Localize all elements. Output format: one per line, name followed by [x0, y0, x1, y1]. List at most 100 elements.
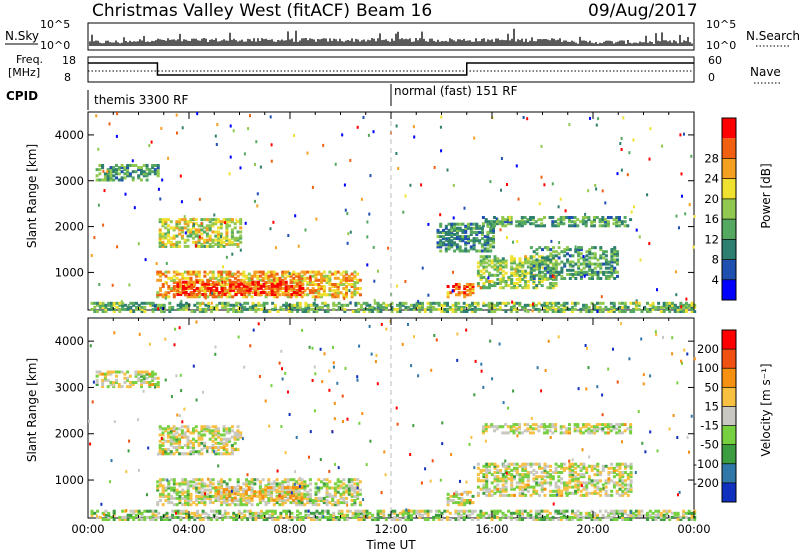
velocity-panel-cell [619, 463, 622, 466]
power-panel-cell [178, 218, 181, 221]
power-panel-cell [212, 231, 215, 234]
velocity-panel-cell [342, 491, 345, 494]
power-panel-cell [652, 302, 655, 305]
velocity-panel-cell [198, 482, 201, 485]
power-panel-cell [292, 277, 295, 280]
power-panel-cell [524, 220, 527, 223]
velocity-panel-cell [253, 482, 256, 485]
power-panel-cell [342, 283, 345, 286]
power-panel-cell [382, 306, 385, 309]
velocity-panel-cell [591, 479, 594, 482]
velocity-panel-cell [228, 438, 231, 441]
power-panel-scatter [676, 215, 678, 218]
power-panel-cell [450, 239, 453, 242]
power-panel-scatter [216, 123, 218, 126]
velocity-panel-cell [217, 490, 220, 493]
power-panel-cell [466, 304, 469, 307]
power-panel-cell [560, 250, 563, 253]
velocity-panel-cell [599, 471, 602, 474]
power-panel-cell [221, 302, 224, 305]
power-panel-cell [604, 306, 607, 309]
power-panel-cell [196, 306, 199, 309]
velocity-panel-cell [368, 512, 371, 515]
velocity-panel-cell [494, 463, 497, 466]
velocity-panel-cell [93, 512, 96, 515]
power-panel-cell [555, 271, 558, 274]
velocity-panel-cell [206, 489, 209, 492]
power-panel-scatter [93, 236, 95, 239]
velocity-panel-cell [159, 434, 162, 437]
velocity-panel-cell [438, 510, 441, 513]
power-panel-scatter [91, 254, 93, 257]
power-panel-cell [239, 235, 242, 238]
power-panel-cell [237, 275, 240, 278]
velocity-panel-cell [199, 514, 202, 517]
power-panel-cell [580, 263, 583, 266]
power-panel-cell [393, 308, 396, 311]
velocity-panel-cell [206, 493, 209, 496]
velocity-panel-cell [143, 371, 146, 374]
velocity-panel-cell [123, 373, 126, 376]
velocity-panel-cell [488, 469, 491, 472]
velocity-panel-cell [538, 518, 541, 521]
velocity-panel-cell [135, 510, 138, 513]
velocity-panel-cell [477, 514, 480, 517]
velocity-panel-cell [505, 475, 508, 478]
power-panel-cell [116, 306, 119, 309]
velocity-panel-cell [290, 478, 293, 481]
velocity-panel-cell [366, 510, 369, 513]
velocity-panel-cell [295, 490, 298, 493]
velocity-panel-cell [135, 514, 138, 517]
power-panel-cell [307, 310, 310, 313]
velocity-panel-cell [353, 482, 356, 485]
power-panel-cell [558, 271, 561, 274]
velocity-panel-cell [607, 471, 610, 474]
power-panel-cell [110, 302, 113, 305]
velocity-panel-cell [200, 442, 203, 445]
velocity-panel-cell [317, 478, 320, 481]
power-panel-cell [585, 250, 588, 253]
power-panel-cell [354, 310, 357, 313]
power-panel-cell [566, 273, 569, 276]
power-panel-cell [482, 302, 485, 305]
velocity-panel-cell [321, 510, 324, 513]
power-panel-scatter [596, 124, 598, 127]
power-panel-cell [164, 218, 167, 221]
power-panel-cell [438, 302, 441, 305]
power-panel-cell [240, 293, 243, 296]
velocity-panel-cell [273, 486, 276, 489]
velocity-panel-cell [677, 512, 680, 515]
velocity-panel-cell [157, 381, 160, 384]
power-panel-cell [488, 272, 491, 275]
velocity-panel-cell [594, 490, 597, 493]
velocity-panel-cell [326, 499, 329, 502]
power-panel-cell [332, 308, 335, 311]
power-panel-cell [442, 235, 445, 238]
velocity-panel-cell [513, 488, 516, 491]
velocity-panel-cell [599, 494, 602, 497]
power-panel-cell [535, 252, 538, 255]
power-panel-cell [326, 293, 329, 296]
power-panel-cell [168, 306, 171, 309]
power-panel-cell [118, 179, 121, 182]
velocity-panel-cell [234, 486, 237, 489]
power-panel-scatter [396, 125, 398, 128]
power-panel-cell [341, 304, 344, 307]
velocity-panel-cell [351, 503, 354, 506]
power-panel-cell [691, 302, 694, 305]
power-panel-cell [140, 166, 143, 169]
velocity-panel-cell [624, 510, 627, 513]
velocity-panel-cell [421, 514, 424, 517]
power-panel-cell [602, 256, 605, 259]
power-panel-scatter [184, 215, 186, 218]
velocity-panel-cell [421, 510, 424, 513]
power-panel-cell [96, 179, 99, 182]
power-panel-cell [227, 302, 230, 305]
power-panel-cell [679, 302, 682, 305]
velocity-panel-cell [549, 494, 552, 497]
velocity-panel-cell [613, 467, 616, 470]
power-panel-cell [212, 245, 215, 248]
power-panel-cell [243, 306, 246, 309]
velocity-panel-cell [521, 486, 524, 489]
power-panel-cell [104, 304, 107, 307]
